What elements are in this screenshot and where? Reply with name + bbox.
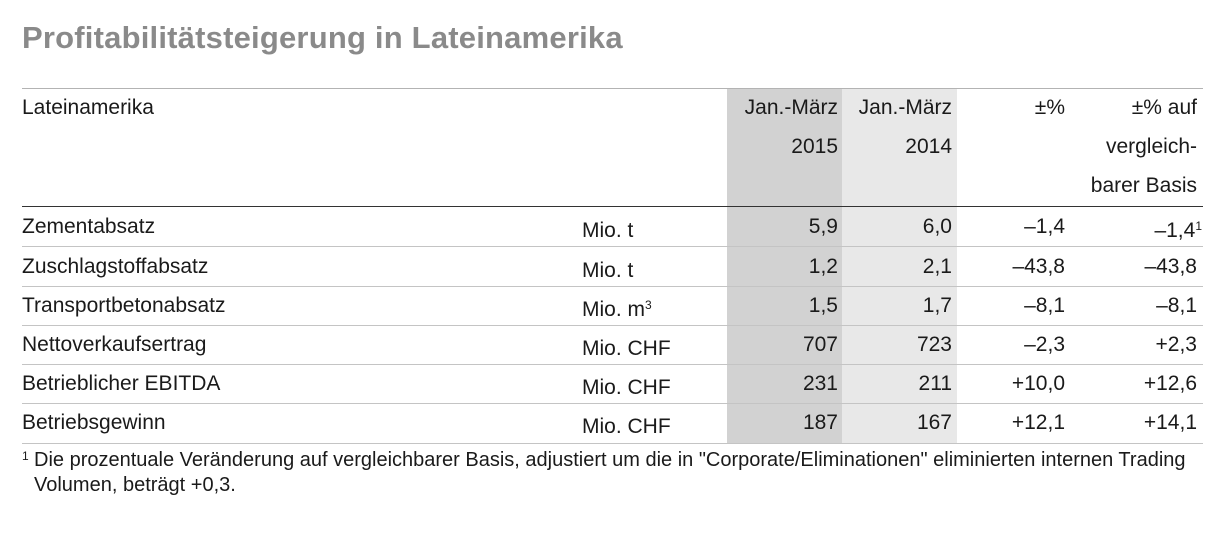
row-value-basis: –43,8 <box>1144 255 1197 278</box>
row-value-basis: +2,3 <box>1155 333 1197 356</box>
row-rule <box>22 364 1203 365</box>
row-value-pct: –2,3 <box>1024 333 1065 356</box>
column-2015-shading <box>727 89 842 443</box>
row-label: Betrieblicher EBITDA <box>22 372 221 395</box>
row-value-2014: 167 <box>916 411 952 434</box>
row-value-basis: –1,41 <box>1154 219 1202 242</box>
row-label: Transportbetonabsatz <box>22 294 226 317</box>
row-value-pct: +10,0 <box>1011 372 1065 395</box>
row-value-pct: –1,4 <box>1024 215 1065 238</box>
header-2015-line-1: Jan.-März <box>744 96 838 119</box>
row-value-2015: 231 <box>802 372 838 395</box>
row-rule <box>22 325 1203 326</box>
row-unit: Mio. m3 <box>582 298 652 321</box>
row-value-basis: +14,1 <box>1143 411 1197 434</box>
footnote: 1 Die prozentuale Veränderung auf vergle… <box>22 448 1202 498</box>
header-pct: ±% <box>1034 96 1065 119</box>
header-basis-line-2: vergleich- <box>1105 135 1197 158</box>
footnote-mark: 1 <box>22 449 29 463</box>
row-rule <box>22 246 1203 247</box>
column-2014-shading <box>842 89 957 443</box>
row-value-pct: +12,1 <box>1011 411 1065 434</box>
row-value-2014: 723 <box>916 333 952 356</box>
row-rule <box>22 286 1203 287</box>
row-label: Zuschlagstoffabsatz <box>22 255 209 278</box>
header-label: Lateinamerika <box>22 96 154 119</box>
table-top-rule <box>22 88 1203 89</box>
row-label: Betriebsgewinn <box>22 411 166 434</box>
row-value-2015: 1,5 <box>808 294 838 317</box>
row-label: Nettoverkaufsertrag <box>22 333 207 356</box>
row-unit: Mio. CHF <box>582 337 671 360</box>
row-unit: Mio. t <box>582 219 634 242</box>
row-value-2014: 6,0 <box>922 215 952 238</box>
row-value-2015: 5,9 <box>808 215 838 238</box>
row-unit: Mio. CHF <box>582 376 671 399</box>
row-value-basis: –8,1 <box>1156 294 1197 317</box>
row-value-pct: –8,1 <box>1024 294 1065 317</box>
header-basis-line-3: barer Basis <box>1090 174 1197 197</box>
row-rule <box>22 443 1203 444</box>
header-2015-line-2: 2015 <box>791 135 838 158</box>
row-unit: Mio. CHF <box>582 415 671 438</box>
row-value-pct: –43,8 <box>1012 255 1065 278</box>
header-2014-line-1: Jan.-März <box>858 96 952 119</box>
footnote-ref: 1 <box>1195 219 1202 233</box>
row-value-2014: 1,7 <box>922 294 952 317</box>
header-2014-line-2: 2014 <box>905 135 952 158</box>
row-value-2015: 1,2 <box>808 255 838 278</box>
row-value-2014: 211 <box>918 372 952 395</box>
row-label: Zementabsatz <box>22 215 156 238</box>
footnote-text: Die prozentuale Veränderung auf vergleic… <box>34 449 1186 496</box>
row-unit: Mio. t <box>582 259 634 282</box>
row-value-2015: 187 <box>802 411 838 434</box>
row-value-2014: 2,1 <box>922 255 952 278</box>
row-value-2015: 707 <box>802 333 838 356</box>
page-title: Profitabilitätsteigerung in Lateinamerik… <box>22 20 623 55</box>
row-rule <box>22 403 1203 404</box>
header-rule <box>22 206 1203 207</box>
row-value-basis: +12,6 <box>1143 372 1197 395</box>
header-basis-line-1: ±% auf <box>1131 96 1197 119</box>
